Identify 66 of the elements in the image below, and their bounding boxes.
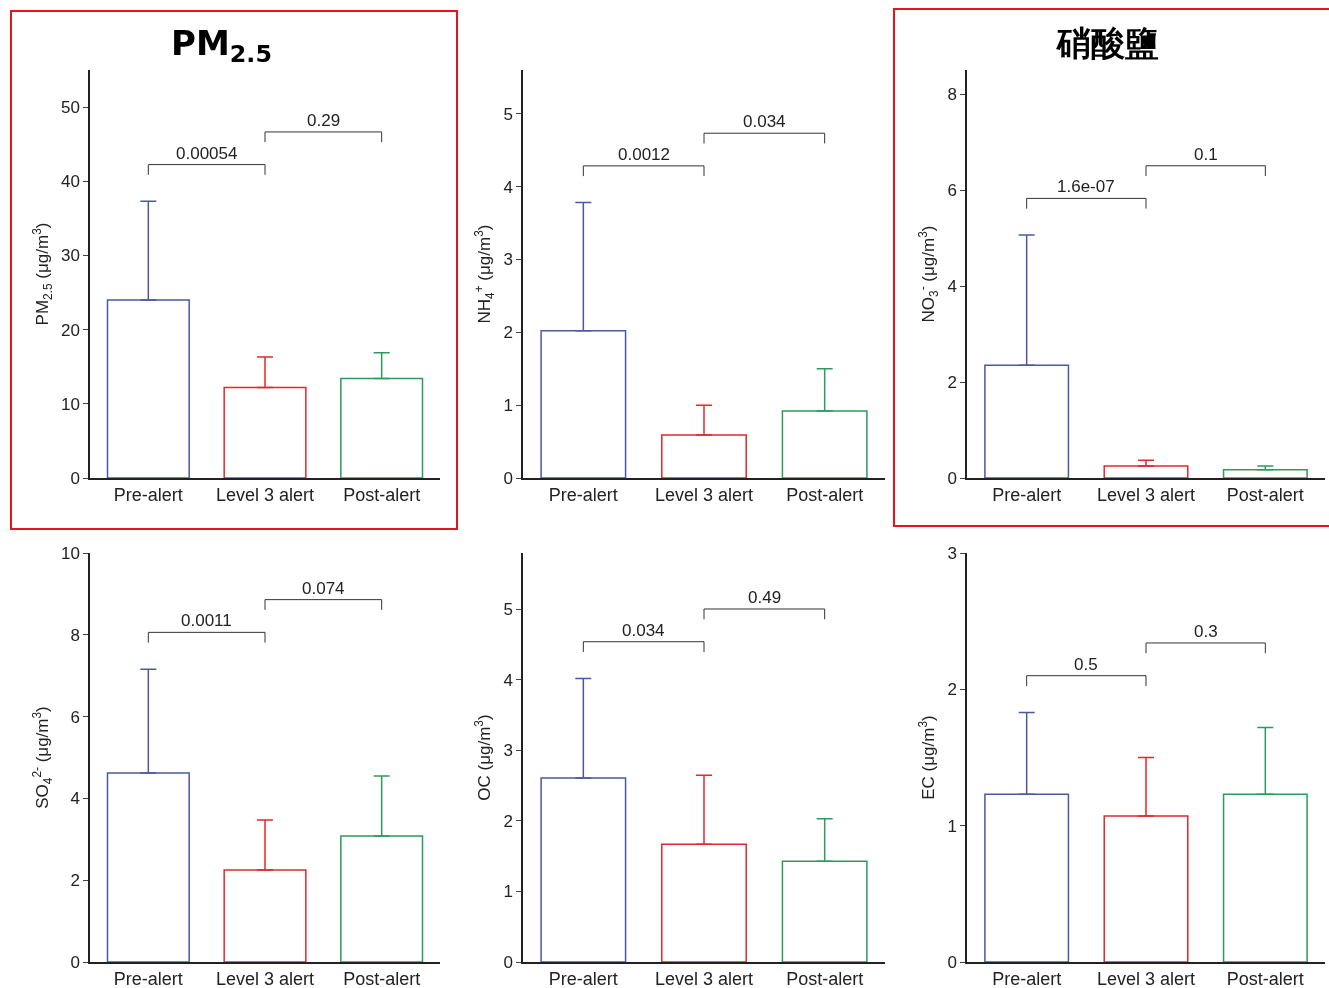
y-tick-label: 0 xyxy=(503,952,513,972)
y-tick-label: 10 xyxy=(60,394,80,414)
y-tick-label: 2 xyxy=(503,811,513,831)
annotation: 0.1 xyxy=(1194,145,1218,164)
y-tick-label: 30 xyxy=(60,246,80,266)
y-tick-label: 4 xyxy=(503,670,513,690)
y-tick-label: 0 xyxy=(947,468,957,488)
annotation: 0.034 xyxy=(743,112,786,131)
y-tick-label: 4 xyxy=(503,177,513,197)
annotation: 1.6e-07 xyxy=(1057,177,1115,196)
x-tick-label: Post-alert xyxy=(343,485,421,506)
y-tick-label: 10 xyxy=(60,543,80,563)
annotation: 0.5 xyxy=(1074,655,1098,674)
y-tick-label: 4 xyxy=(70,789,80,809)
x-tick-label: Pre-alert xyxy=(992,485,1062,506)
y-tick-label: 5 xyxy=(503,104,513,124)
y-tick-label: 2 xyxy=(503,323,513,343)
y-tick-label: 5 xyxy=(503,600,513,620)
x-tick-label: Level 3 alert xyxy=(1096,485,1196,506)
x-tick-label: Pre-alert xyxy=(548,485,618,506)
x-tick-label: Post-alert xyxy=(1226,969,1304,988)
annotation: 0.00054 xyxy=(176,144,238,163)
x-tick-label: Level 3 alert xyxy=(215,969,315,988)
annotation: 0.3 xyxy=(1194,622,1218,641)
y-tick-label: 8 xyxy=(947,84,957,104)
y-tick-label: 4 xyxy=(947,276,957,296)
y-tick-label: 2 xyxy=(947,680,957,700)
y-tick-label: 2 xyxy=(70,871,80,891)
y-tick-label: 3 xyxy=(503,250,513,270)
chart-title: PM$_{2.5}$ xyxy=(171,22,272,69)
x-tick-label: Pre-alert xyxy=(113,969,183,988)
y-tick-label: 40 xyxy=(60,172,80,192)
y-tick-label: 0 xyxy=(947,952,957,972)
y-tick-label: 0 xyxy=(70,952,80,972)
x-tick-label: Level 3 alert xyxy=(654,969,754,988)
bar xyxy=(1222,469,1308,478)
annotation: 0.074 xyxy=(302,579,345,598)
y-tick-label: 3 xyxy=(503,741,513,761)
x-tick-label: Post-alert xyxy=(786,485,864,506)
annotation: 0.0012 xyxy=(618,145,670,164)
x-tick-label: Post-alert xyxy=(343,969,421,988)
y-tick-label: 50 xyxy=(60,98,80,118)
y-tick-label: 1 xyxy=(947,816,957,836)
x-tick-label: Pre-alert xyxy=(992,969,1062,988)
x-tick-label: Level 3 alert xyxy=(654,485,754,506)
annotation: 0.29 xyxy=(307,111,341,130)
y-tick-label: 1 xyxy=(503,396,513,416)
y-tick-label: 0 xyxy=(503,468,513,488)
annotation: 0.0011 xyxy=(181,611,232,630)
annotation: 0.034 xyxy=(622,621,665,640)
x-tick-label: Level 3 alert xyxy=(1096,969,1196,988)
x-tick-label: Level 3 alert xyxy=(215,485,315,506)
y-tick-label: 0 xyxy=(70,468,80,488)
y-tick-label: 20 xyxy=(60,320,80,340)
annotation: 0.49 xyxy=(748,588,782,607)
y-tick-label: 1 xyxy=(503,882,513,902)
chart-title: 硝酸鹽 xyxy=(1054,22,1159,63)
y-tick-label: 6 xyxy=(947,180,957,200)
y-tick-label: 2 xyxy=(947,372,957,392)
x-tick-label: Pre-alert xyxy=(548,969,618,988)
y-tick-label: 3 xyxy=(947,543,957,563)
x-tick-label: Post-alert xyxy=(1226,485,1304,506)
y-tick-label: 6 xyxy=(70,707,80,727)
x-tick-label: Pre-alert xyxy=(113,485,183,506)
x-tick-label: Post-alert xyxy=(786,969,864,988)
y-tick-label: 8 xyxy=(70,625,80,645)
